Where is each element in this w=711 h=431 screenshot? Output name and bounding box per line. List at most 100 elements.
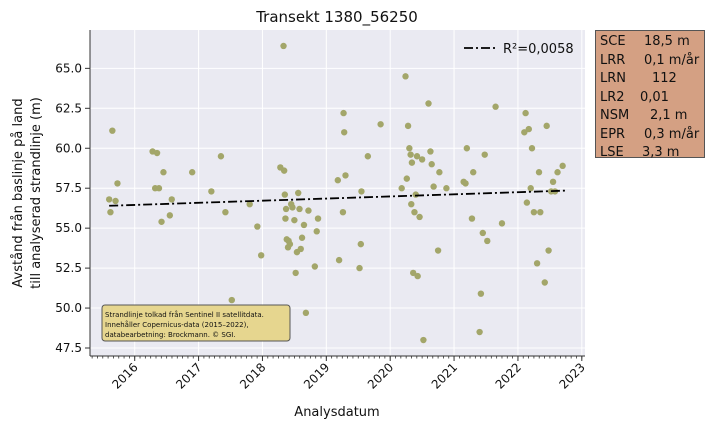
data-point [498,220,506,227]
data-point [286,240,294,248]
stat-row-lr2: LR2 0,01 [600,89,704,108]
stat-row-epr: EPR 0,3 m/år [600,126,704,145]
data-point [313,228,320,235]
data-point [153,149,161,157]
x-tick-label: 2020 [365,360,396,391]
data-point [522,109,529,117]
data-point [314,215,322,222]
x-tick-label: 2016 [109,360,140,391]
data-point [300,221,308,229]
data-point [295,189,302,197]
data-point [282,215,289,222]
data-point [246,200,253,208]
data-point [554,169,561,176]
data-point [254,223,261,230]
stat-key: LSE [600,145,624,160]
data-point [208,188,215,195]
note-line-3: databearbetning: Brockmann. © SGI. [105,331,236,339]
stat-key: SCE [600,34,626,49]
data-point [525,125,532,133]
data-point [530,208,538,216]
data-point [492,103,499,110]
data-point [477,290,485,297]
data-point [463,145,471,152]
data-point [523,199,531,206]
data-point [292,269,299,277]
data-point [418,156,426,163]
x-tick-label: 2019 [301,360,332,391]
legend-label: R²=0,0058 [503,42,574,57]
data-point [109,127,116,134]
x-axis: 2016 2017 2018 2019 2020 2021 2022 2023 [90,355,588,392]
y-tick-label: 65.0 [55,61,82,75]
data-point [545,247,552,254]
data-point [527,185,534,192]
data-point [559,162,566,170]
y-tick-label: 62.5 [55,101,82,115]
stat-value: 0,3 m/år [644,126,700,142]
stat-row-lse: LSE 3,3 m [600,144,704,163]
note-box [101,304,291,342]
data-point [535,169,543,176]
stat-row-lrn: LRN 112 [600,70,704,89]
data-point [462,180,469,187]
grid [90,30,585,356]
stat-key: EPR [600,126,626,142]
data-point [543,122,550,130]
data-point [257,252,265,259]
data-point [403,175,410,182]
data-point [114,180,121,187]
data-point [217,153,225,160]
data-point [468,215,476,222]
data-point [305,207,312,214]
y-axis-label-line1: Avstånd från baslinje på land [11,98,26,287]
data-point [436,169,443,176]
stat-value: 2,1 m [650,108,688,123]
data-point [356,264,363,272]
data-point [228,296,235,304]
stat-key: LRR [600,52,626,68]
stat-key: NSM [600,108,630,123]
data-point [476,328,483,336]
stat-row-lrr: LRR 0,1 m/år [600,52,704,71]
data-point [335,256,343,264]
data-point [281,191,289,198]
data-point [411,208,418,216]
chart-title: Transekt 1380_56250 [255,8,418,27]
stat-row-sce: SCE 18,5 m [600,33,704,52]
data-point [408,200,415,208]
y-axis-label-line2: till analyserad strandlinje (m) [29,97,44,289]
data-point [342,172,349,179]
stat-row-nsm: NSM 2,1 m [600,107,704,126]
data-point [357,240,365,248]
data-point [404,122,412,130]
data-point [414,272,421,280]
y-tick-label: 55.0 [55,221,82,235]
data-point [112,197,119,205]
stat-value: 3,3 m [642,145,680,160]
statistics-box: SCE 18,5 m LRR 0,1 m/år LRN 112 LR2 0,01 NSM… [595,30,705,160]
x-tick-label: 2022 [493,360,524,391]
data-point [427,148,434,155]
data-point [311,263,319,270]
data-point [296,205,303,213]
data-point [430,183,437,190]
data-point [537,208,544,216]
y-axis: 47.5 50.0 52.5 55.0 57.5 60.0 62.5 65.0 [55,30,91,356]
data-point [398,185,405,192]
data-point [549,178,557,186]
data-point [166,212,174,219]
data-point [341,129,348,136]
x-tick-label: 2023 [556,360,587,391]
y-tick-label: 60.0 [55,141,82,155]
data-point [282,205,290,213]
data-point [358,188,365,195]
data-point [470,169,477,176]
data-point [425,100,432,107]
stat-key: LRN [600,71,626,86]
data-point [481,151,488,158]
data-point [302,309,310,317]
data-point [339,208,347,216]
stat-value: 0,01 [640,89,669,105]
stat-value: 18,5 m [644,34,690,49]
